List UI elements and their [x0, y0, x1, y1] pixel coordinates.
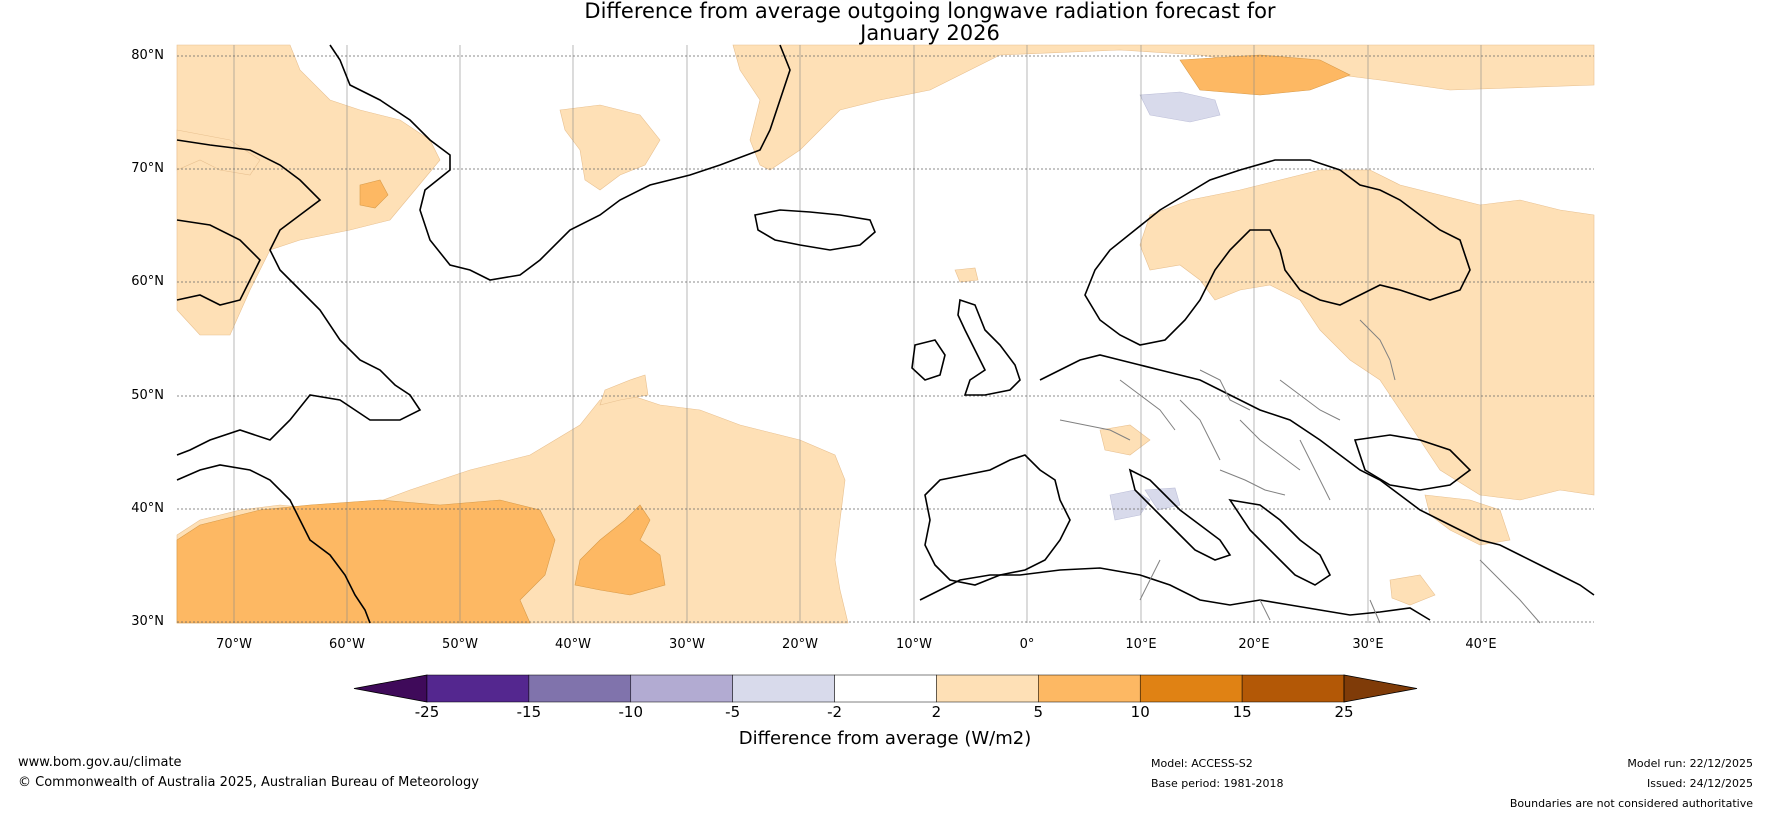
lon-label-50w: 50°W: [442, 637, 478, 652]
lon-label-10w: 10°W: [896, 637, 932, 652]
coast-britain: [957, 298, 1021, 396]
region-sardinia-neg: [1109, 489, 1151, 521]
lon-label-40e: 40°E: [1465, 637, 1497, 652]
footer-website: www.bom.gov.au/climate: [18, 755, 182, 770]
colorbar-tick-label: -2: [827, 703, 843, 721]
lon-label-30e: 30°E: [1352, 637, 1384, 652]
footer-copyright: © Commonwealth of Australia 2025, Austra…: [18, 775, 479, 790]
colorbar-tick-label: 10: [1130, 703, 1150, 721]
colorbar-tick-label: -5: [725, 703, 741, 721]
title-line2: January 2026: [860, 21, 1000, 45]
coast-iberia: [924, 454, 1071, 586]
colorbar-tick-label: 2: [931, 703, 942, 721]
coast-scandinavia: [1084, 159, 1471, 346]
region-canada-arctic: [176, 44, 441, 336]
colorbar-segment: [630, 674, 733, 703]
meridians: [233, 45, 1482, 623]
title-line1: Difference from average outgoing longwav…: [584, 0, 1276, 23]
footer-issued: Issued: 24/12/2025: [1646, 777, 1753, 790]
coastlines: [176, 44, 1595, 624]
footer-model-run: Model run: 22/12/2025: [1627, 757, 1753, 770]
coast-greenland: [329, 44, 791, 281]
colorbar-title: Difference from average (W/m2): [738, 728, 1032, 749]
coast-canada: [176, 139, 422, 456]
colorbar: [353, 674, 1418, 703]
lat-label-30n: 30°N: [131, 614, 164, 629]
anomaly-5-10-regions: [176, 54, 1351, 624]
region-arctic-north: [732, 44, 1595, 171]
anomaly-neg-2-5-regions: [1109, 91, 1221, 521]
lon-label-20e: 20°E: [1238, 637, 1270, 652]
colorbar-tick-label: 15: [1232, 703, 1252, 721]
lat-label-70n: 70°N: [131, 161, 164, 176]
footer-model: Model: ACCESS-S2: [1151, 757, 1253, 770]
region-tyrrhenian-neg: [1144, 487, 1181, 511]
coast-italy: [1128, 468, 1232, 561]
region-subtropical-atlantic: [176, 499, 556, 624]
parallels: [177, 55, 1594, 623]
lon-label-40w: 40°W: [555, 637, 591, 652]
region-baffin-patch: [359, 179, 389, 209]
lon-label-30w: 30°W: [669, 637, 705, 652]
lat-label-80n: 80°N: [131, 48, 164, 63]
coast-us-east: [176, 464, 371, 624]
colorbar-segment: [1241, 674, 1345, 703]
region-barents-neg: [1139, 91, 1221, 123]
lon-label-10e: 10°E: [1125, 637, 1157, 652]
coast-black-sea: [1353, 434, 1472, 491]
footer-disclaimer: Boundaries are not considered authoritat…: [1509, 797, 1753, 810]
lon-label-20w: 20°W: [782, 637, 818, 652]
footer-base-period: Base period: 1981-2018: [1151, 777, 1284, 790]
region-faroe: [954, 267, 979, 283]
colorbar-extend-low: [353, 674, 428, 703]
colorbar-segment: [834, 674, 937, 703]
colorbar-segment: [426, 674, 530, 703]
region-levant: [1389, 574, 1436, 606]
colorbar-segment: [936, 674, 1039, 703]
coast-balkans: [1228, 498, 1332, 586]
colorbar-segment: [732, 674, 835, 703]
colorbar-segment: [528, 674, 632, 703]
region-mid-atlantic-patch: [599, 374, 649, 406]
colorbar-segment: [1038, 674, 1141, 703]
region-subtropical-patch: [574, 504, 666, 596]
region-baffin: [176, 129, 261, 176]
colorbar-tick-label: -15: [516, 703, 542, 721]
coast-europe-north: [1039, 354, 1595, 596]
lat-label-40n: 40°N: [131, 501, 164, 516]
colorbar-segment: [1139, 674, 1243, 703]
colorbar-tick-label: -10: [618, 703, 644, 721]
lon-label-60w: 60°W: [329, 637, 365, 652]
lat-label-60n: 60°N: [131, 274, 164, 289]
coast-north-africa: [919, 567, 1431, 621]
lat-label-50n: 50°N: [131, 388, 164, 403]
colorbar-extend-high: [1343, 674, 1418, 703]
coast-ireland: [911, 339, 946, 381]
region-alps: [1099, 424, 1151, 456]
coast-hudson: [176, 219, 261, 306]
colorbar-tick-label: 5: [1033, 703, 1044, 721]
coast-iceland: [754, 209, 876, 251]
lon-label-70w: 70°W: [216, 637, 252, 652]
colorbar-tick-label: -25: [414, 703, 440, 721]
lon-label-0: 0°: [1019, 637, 1035, 652]
country-borders: [1059, 319, 1541, 624]
colorbar-tick-label: 25: [1334, 703, 1354, 721]
region-russia: [1139, 169, 1595, 501]
